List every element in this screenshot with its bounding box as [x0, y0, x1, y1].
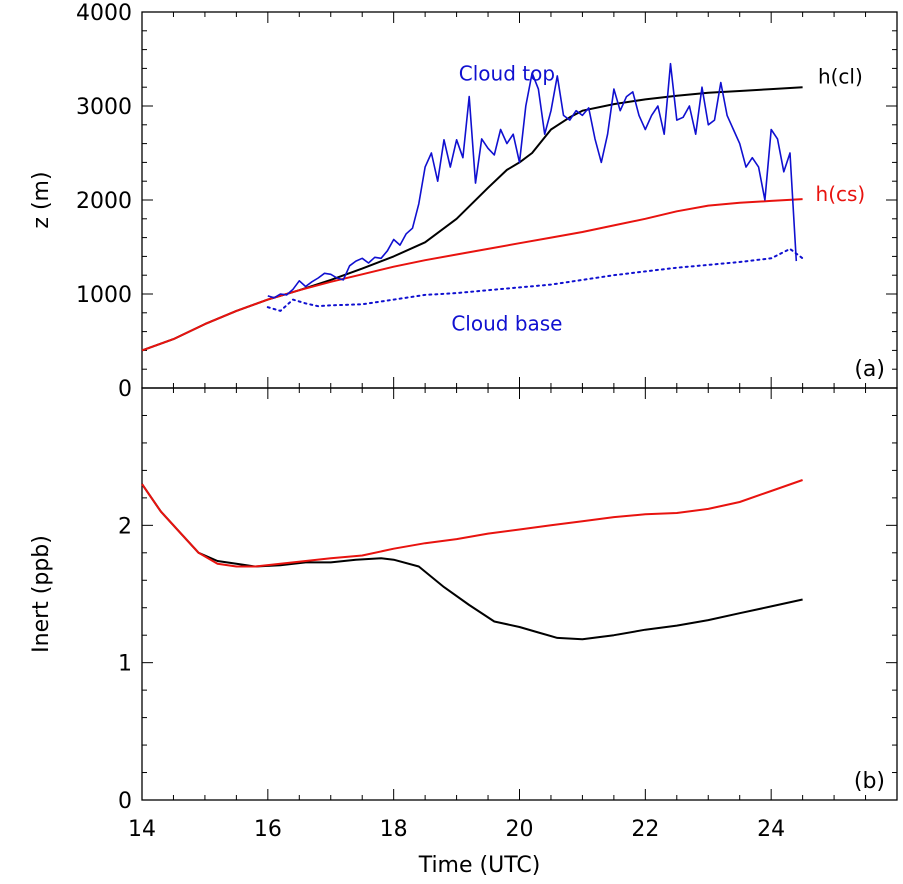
- panel-b-frame: [141, 387, 898, 801]
- panel-a-annotation-h-cl: h(cl): [818, 64, 863, 88]
- panel-a-annotation-h-cs: h(cs): [816, 182, 866, 206]
- panel-a-y-tick-label: 3000: [76, 95, 132, 120]
- panel-b-x-tick-label: 14: [128, 817, 156, 842]
- panel-a-label: (a): [854, 357, 885, 382]
- panel-b-label: (b): [854, 769, 885, 794]
- panel-b-series-h-cs: [141, 479, 803, 568]
- panel-b-y-axis-title: Inert (ppb): [29, 535, 54, 653]
- panel-a-y-axis-title: z (m): [29, 171, 54, 228]
- panel-a-series-cloud-top: [267, 62, 798, 299]
- panel-a-series-h-cs: [141, 198, 803, 352]
- panel-a-y-tick-label: 4000: [76, 1, 132, 26]
- panel-b-x-axis-title: Time (UTC): [418, 853, 541, 878]
- panel-a-annotation-cloud-top: Cloud top: [459, 62, 555, 86]
- panel-b-x-tick-label: 20: [506, 817, 534, 842]
- panel-b-x-tick-label: 16: [254, 817, 282, 842]
- panel-a: 0 1000 2000 3000 4000 z (m) (a) Cloud top Cloud …: [29, 1, 898, 402]
- panel-a-series-cloud-base: [266, 247, 804, 312]
- panel-b-x-tick-label: 22: [631, 817, 659, 842]
- panel-a-y-tick-label: 0: [118, 377, 132, 402]
- panel-b-x-tick-label: 18: [380, 817, 408, 842]
- panel-b-y-tick-label: 0: [118, 789, 132, 814]
- panel-a-annotation-cloud-base: Cloud base: [451, 312, 562, 336]
- panel-b-y-tick-label: 1: [118, 652, 132, 677]
- panel-a-y-tick-label: 2000: [76, 189, 132, 214]
- panel-b-series-h-cl: [141, 483, 803, 641]
- panel-b-y-tick-label: 2: [118, 514, 132, 539]
- panel-a-y-tick-label: 1000: [76, 283, 132, 308]
- panel-b-x-tick-label: 24: [757, 817, 785, 842]
